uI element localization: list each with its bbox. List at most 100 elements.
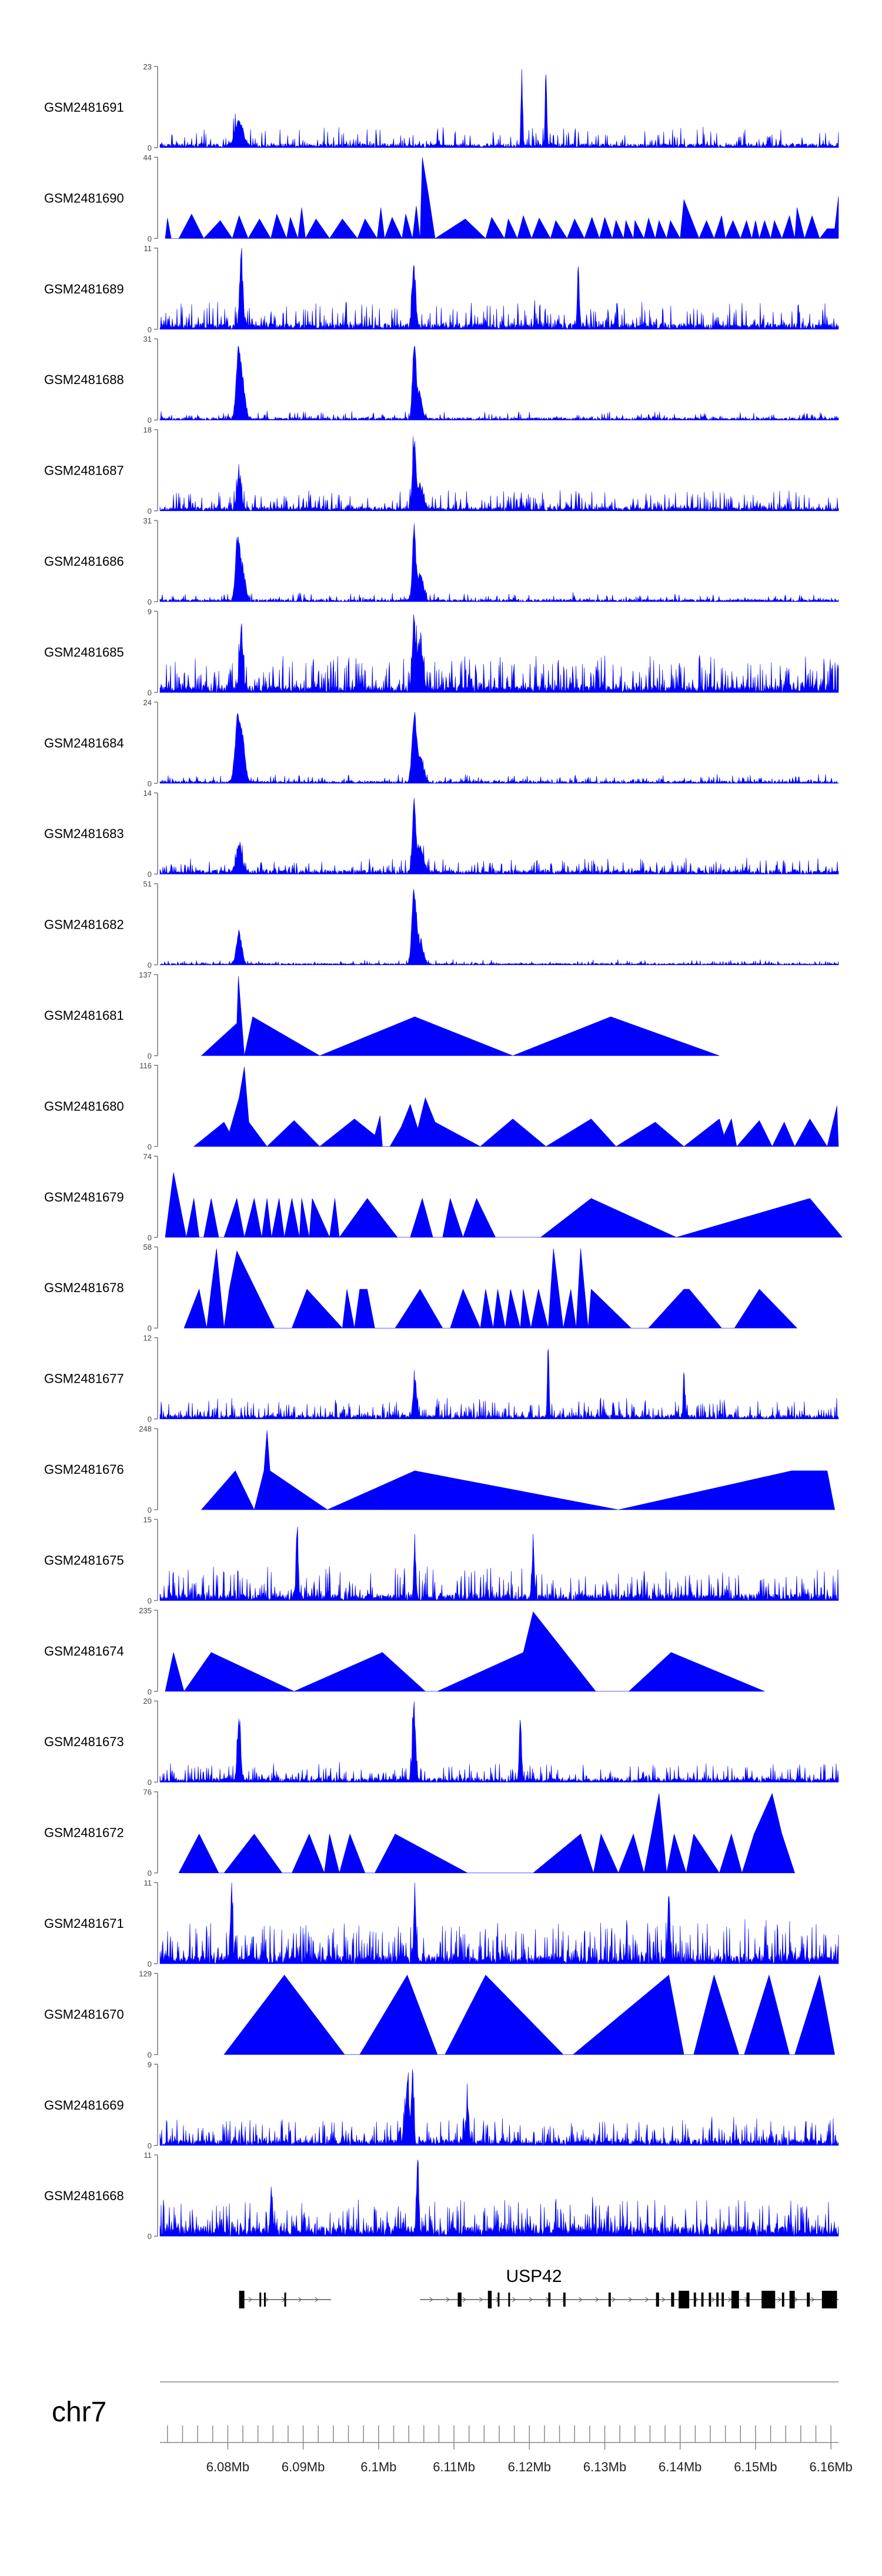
exon-block <box>721 2293 724 2307</box>
y-zero-label: 0 <box>148 325 152 334</box>
y-max-label: 24 <box>143 698 152 707</box>
exon-block <box>608 2293 611 2307</box>
y-zero-label: 0 <box>148 779 152 788</box>
strand-arrow <box>811 2297 815 2303</box>
track-label: GSM2481691 <box>44 100 124 115</box>
y-zero-label: 0 <box>148 1869 152 1878</box>
strand-arrow <box>645 2297 649 2303</box>
coverage-area <box>159 523 839 603</box>
exon-block <box>656 2293 659 2307</box>
coverage-area <box>159 889 839 966</box>
y-max-label: 76 <box>143 1788 152 1797</box>
genome-axis: chr7 6.08Mb 6.09Mb 6.1Mb 6.11Mb 6.12Mb 6.13Mb… <box>52 2381 853 2474</box>
x-tick-label: 6.15Mb <box>734 2460 777 2474</box>
track-gsm2481688: GSM2481688 31 0 <box>44 335 839 425</box>
y-zero-label: 0 <box>148 961 152 970</box>
x-tick-label: 6.16Mb <box>809 2460 852 2474</box>
x-tick-label: 6.11Mb <box>433 2460 475 2474</box>
y-max-label: 12 <box>143 1334 152 1343</box>
y-max-label: 23 <box>143 62 152 71</box>
track-gsm2481669: GSM2481669 9 0 <box>44 2060 839 2150</box>
track-label: GSM2481689 <box>44 282 124 296</box>
coverage-area <box>159 1526 839 1601</box>
track-label: GSM2481682 <box>44 917 124 932</box>
coverage-area <box>159 1349 839 1420</box>
exon-block <box>457 2293 462 2307</box>
track-gsm2481691: GSM2481691 23 0 <box>44 62 839 152</box>
y-max-label: 137 <box>139 970 152 979</box>
y-zero-label: 0 <box>148 1506 152 1514</box>
y-max-label: 18 <box>143 426 152 435</box>
y-max-label: 58 <box>143 1243 152 1252</box>
track-label: GSM2481685 <box>44 645 124 659</box>
y-max-label: 44 <box>143 153 152 162</box>
coverage-area <box>159 798 839 875</box>
exon-block <box>731 2291 739 2308</box>
coverage-area <box>201 976 720 1056</box>
strand-arrow <box>529 2297 533 2303</box>
strand-arrow <box>446 2297 450 2303</box>
y-max-label: 14 <box>143 789 152 798</box>
strand-arrow <box>612 2297 616 2303</box>
y-max-label: 9 <box>148 607 152 616</box>
y-zero-label: 0 <box>148 1415 152 1424</box>
y-zero-label: 0 <box>148 1596 152 1605</box>
coverage-area <box>183 1248 798 1329</box>
coverage-area <box>159 712 839 784</box>
track-gsm2481679: GSM2481679 74 0 <box>44 1152 843 1242</box>
track-label: GSM2481690 <box>44 191 124 205</box>
track-label: GSM2481669 <box>44 2098 124 2113</box>
track-gsm2481685: GSM2481685 9 0 <box>44 607 839 697</box>
coverage-area <box>223 1974 835 2055</box>
y-zero-label: 0 <box>148 2141 152 2150</box>
x-tick-label: 6.12Mb <box>508 2460 551 2474</box>
track-label: GSM2481675 <box>44 1553 124 1567</box>
track-gsm2481671: GSM2481671 11 0 <box>44 1878 839 1968</box>
y-max-label: 31 <box>143 516 152 525</box>
y-max-label: 9 <box>148 2060 152 2069</box>
y-max-label: 11 <box>144 2151 152 2160</box>
strand-arrow <box>315 2297 319 2303</box>
track-gsm2481684: GSM2481684 24 0 <box>44 698 839 788</box>
exon-block <box>821 2291 837 2308</box>
coverage-area <box>159 346 839 421</box>
track-gsm2481680: GSM2481680 116 0 <box>44 1061 839 1151</box>
strand-arrow <box>298 2297 302 2303</box>
strand-arrow <box>429 2297 433 2303</box>
y-max-label: 74 <box>143 1152 152 1161</box>
track-gsm2481674: GSM2481674 235 0 <box>44 1606 765 1696</box>
strand-arrow <box>265 2297 269 2303</box>
y-max-label: 31 <box>143 335 152 343</box>
y-zero-label: 0 <box>148 1142 152 1151</box>
track-label: GSM2481677 <box>44 1372 124 1386</box>
coverage-area <box>159 2160 839 2237</box>
y-zero-label: 0 <box>148 1687 152 1696</box>
gene-label: USP42 <box>506 2267 562 2286</box>
strand-arrow <box>711 2297 715 2303</box>
strand-arrow <box>628 2297 632 2303</box>
exon-block <box>761 2291 776 2308</box>
exon-block <box>789 2291 795 2308</box>
y-zero-label: 0 <box>148 688 152 697</box>
strand-arrow <box>479 2297 483 2303</box>
exon-block <box>701 2293 704 2307</box>
y-max-label: 235 <box>139 1606 152 1615</box>
gene-track: USP42 <box>239 2267 838 2308</box>
track-label: GSM2481676 <box>44 1462 124 1477</box>
track-gsm2481672: GSM2481672 76 0 <box>44 1788 796 1878</box>
track-panel: GSM2481691230GSM2481690440GSM2481689110G… <box>44 62 843 2241</box>
x-tick-label: 6.1Mb <box>360 2460 396 2474</box>
exon-block <box>709 2293 711 2307</box>
strand-arrow <box>595 2297 599 2303</box>
strand-arrow <box>462 2297 466 2303</box>
strand-arrow <box>662 2297 666 2303</box>
coverage-area <box>159 436 839 512</box>
exon-block <box>563 2293 566 2307</box>
y-zero-label: 0 <box>148 1324 152 1333</box>
track-gsm2481681: GSM2481681 137 0 <box>44 970 720 1060</box>
y-max-label: 15 <box>143 1515 152 1524</box>
track-label: GSM2481673 <box>44 1734 124 1749</box>
y-zero-label: 0 <box>148 1052 152 1060</box>
y-zero-label: 0 <box>148 870 152 879</box>
track-label: GSM2481683 <box>44 826 124 841</box>
